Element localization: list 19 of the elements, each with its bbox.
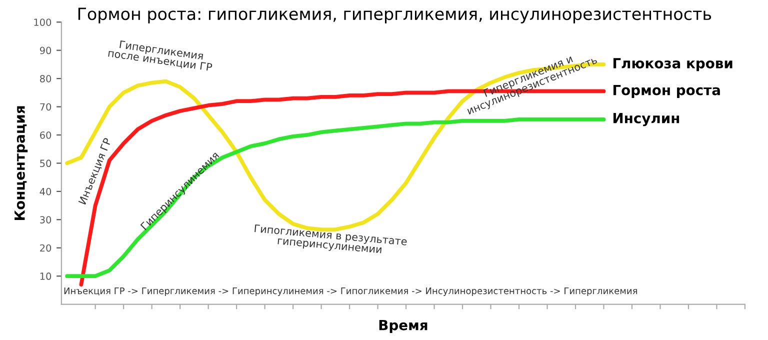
series-label: Глюкоза крови <box>613 58 732 72</box>
y-tick-label: 30 <box>40 216 52 224</box>
y-tick-label: 90 <box>40 46 52 54</box>
y-tick-label: 70 <box>40 103 52 111</box>
series-label: Гормон роста <box>613 84 720 98</box>
chart-title: Гормон роста: гипогликемия, гипергликемия, инсулинорезистентность <box>78 8 712 24</box>
line-series <box>65 118 606 278</box>
y-tick-label: 20 <box>40 244 52 252</box>
y-axis-title: Концентрация <box>14 106 28 220</box>
annotation: Инъекция ГР -> Гипергликемия -> Гиперинсулинемия -> Гипогликемия -> Инсулинорезистентность -> Гипергликемия <box>64 288 637 296</box>
series-label: Инсулин <box>613 113 680 126</box>
y-tick-label: 100 <box>34 18 52 26</box>
x-axis-title: Время <box>379 320 428 334</box>
y-tick-label: 10 <box>40 272 52 280</box>
y-tick-label: 60 <box>40 131 52 139</box>
y-tick-label: 40 <box>40 188 52 196</box>
annotation: Гипогликемия в результате гиперинсулинемии <box>254 224 408 256</box>
y-tick-label: 80 <box>40 75 52 82</box>
y-tick-label: 50 <box>40 160 52 168</box>
